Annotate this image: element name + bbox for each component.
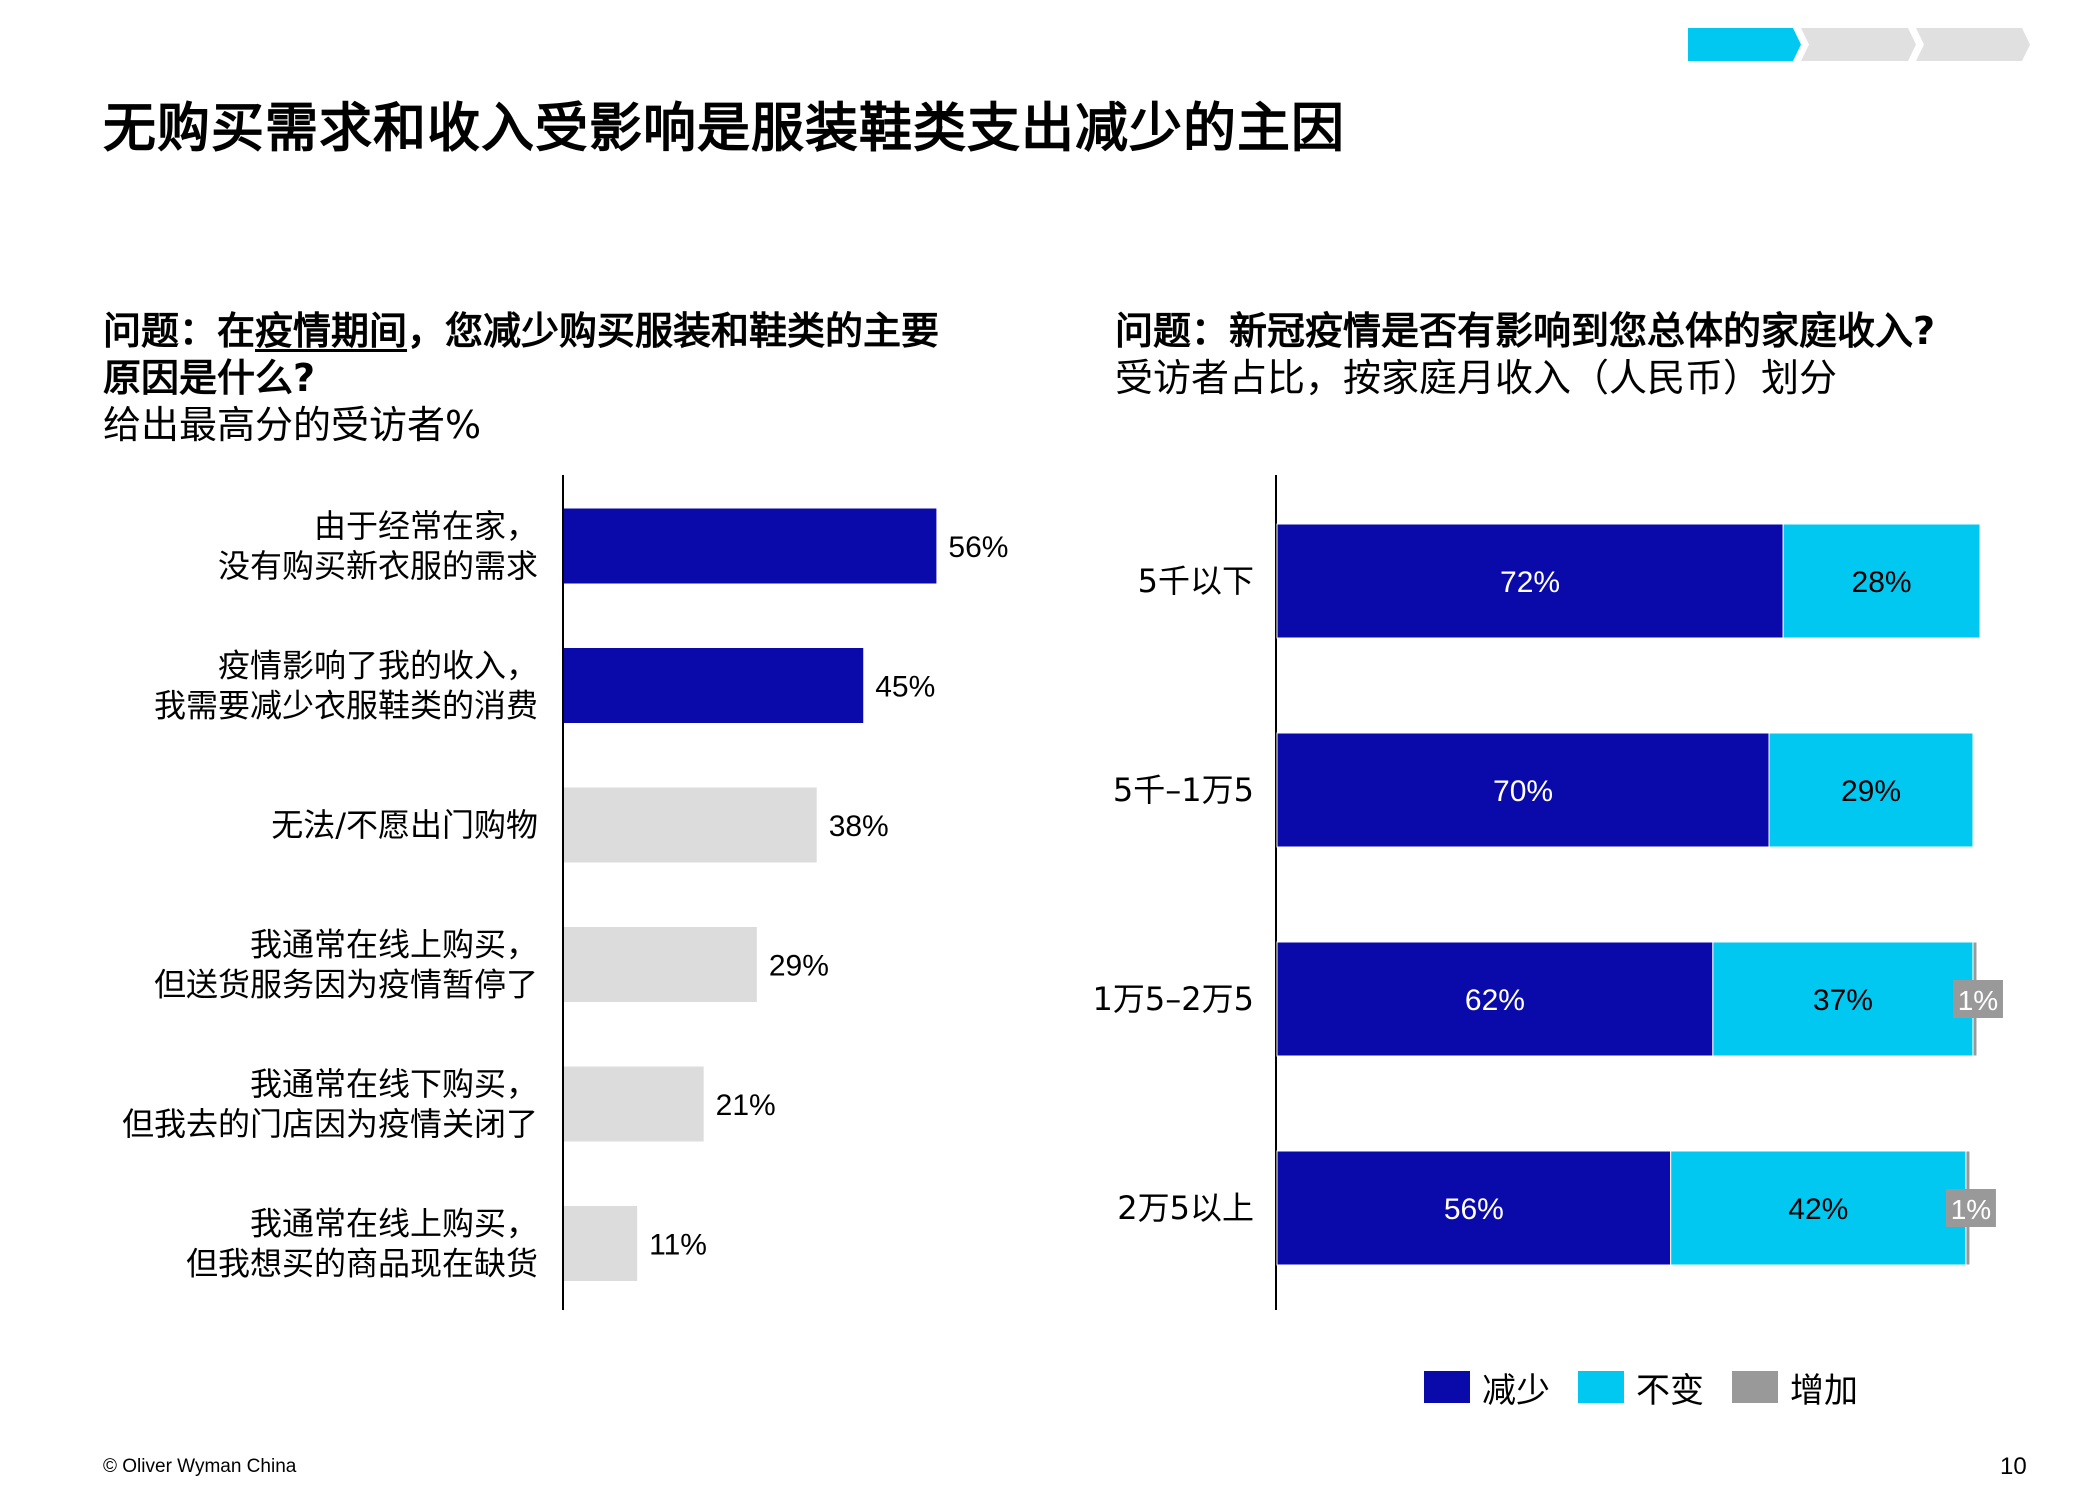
right-small-label-box-3 (1945, 1189, 1996, 1227)
page-title: 无购买需求和收入受影响是服装鞋类支出减少的主因 (103, 98, 1345, 159)
left-bar-value-4: 21% (716, 1089, 776, 1122)
left-category-label-1-1: 我需要减少衣服鞋类的消费 (154, 687, 538, 725)
left-bar-value-2: 38% (829, 810, 889, 843)
left-bar-2 (564, 787, 817, 863)
left-bar-1 (564, 648, 864, 723)
legend-label-decrease: 减少 (1482, 1370, 1550, 1411)
legend-item-increase: 增加 (1732, 1363, 1858, 1412)
left-bar-value-3: 29% (769, 950, 829, 983)
right-bar-value-1-1: 29% (1841, 775, 1901, 808)
right-category-label-3: 2万5以上 (1117, 1189, 1254, 1227)
right-bar-2-series-0 (1276, 941, 1714, 1057)
legend-swatch-increase (1732, 1371, 1778, 1403)
left-bar-chart: 56% 由于经常在家，没有购买新衣服的需求 45% 疫情影响了我的收入，我需要减少衣服… (122, 475, 1008, 1310)
right-bar-value-0-1: 28% (1852, 566, 1912, 599)
left-category-label-3-1: 但送货服务因为疫情暂停了 (154, 966, 538, 1004)
left-category-label-5-1: 但我想买的商品现在缺货 (186, 1245, 538, 1283)
right-bar-value-3-0: 56% (1444, 1193, 1504, 1226)
left-question: 问题：在疫情期间，您减少购买服装和鞋类的主要 原因是什么? 给出最高分的受访者% (103, 308, 939, 449)
left-category-label-0-0: 由于经常在家， (314, 507, 538, 545)
left-category-label-3-0: 我通常在线上购买， (250, 926, 538, 964)
right-question-subtitle: 受访者占比，按家庭月收入（人民币）划分 (1115, 356, 1838, 400)
left-question-line1: 问题：在疫情期间，您减少购买服装和鞋类的主要 (103, 309, 940, 353)
legend-item-unchanged: 不变 (1578, 1363, 1704, 1412)
right-bar-3-series-0 (1276, 1150, 1672, 1266)
legend-item-decrease: 减少 (1424, 1363, 1550, 1412)
right-bar-value-2-2: 1% (1958, 985, 1998, 1016)
left-bar-5 (564, 1206, 638, 1281)
right-bar-0-series-1 (1782, 523, 1981, 639)
right-bar-1-series-1 (1768, 732, 1974, 848)
left-category-label-4-0: 我通常在线下购买， (250, 1065, 538, 1103)
right-category-label-1: 5千–1万5 (1113, 771, 1254, 809)
right-question-line1: 问题：新冠疫情是否有影响到您总体的家庭收入? (1115, 309, 1936, 353)
right-question: 问题：新冠疫情是否有影响到您总体的家庭收入? 受访者占比，按家庭月收入（人民币）… (1115, 308, 1935, 402)
legend-label-increase: 增加 (1790, 1370, 1858, 1411)
right-bar-value-0-0: 72% (1500, 566, 1560, 599)
left-bar-value-0: 56% (948, 531, 1008, 564)
footer-copyright: © Oliver Wyman China (103, 1456, 297, 1477)
left-bar-value-1: 45% (875, 671, 935, 704)
right-bar-value-2-0: 62% (1465, 984, 1525, 1017)
legend-label-unchanged: 不变 (1636, 1370, 1704, 1411)
left-category-label-0-1: 没有购买新衣服的需求 (218, 547, 538, 585)
right-bar-value-2-1: 37% (1813, 984, 1873, 1017)
right-stacked-bar-chart: 5千以下 72% 28% 5千–1万5 70% 29% 1万5–2万5 62% 37% 1% 2万5… (1093, 475, 2003, 1310)
right-bar-0-series-0 (1276, 523, 1784, 639)
right-category-label-0: 5千以下 (1138, 562, 1254, 600)
left-question-line2: 原因是什么? (103, 356, 316, 400)
left-category-label-5-0: 我通常在线上购买， (250, 1205, 538, 1243)
page-number: 10 (2000, 1453, 2027, 1480)
left-category-label-1-0: 疫情影响了我的收入， (218, 647, 538, 685)
left-question-subtitle: 给出最高分的受访者% (103, 403, 482, 447)
right-small-label-box-2 (1952, 980, 2003, 1018)
right-bar-value-3-1: 42% (1788, 1193, 1848, 1226)
right-bar-2-series-1 (1712, 941, 1974, 1057)
legend-swatch-unchanged (1578, 1371, 1624, 1403)
left-bar-4 (564, 1066, 704, 1142)
left-bar-value-5: 11% (649, 1229, 707, 1262)
left-category-label-2-0: 无法/不愿出门购物 (271, 806, 538, 844)
progress-chevrons (1688, 28, 2030, 61)
legend: 减少 不变 增加 (1424, 1367, 1886, 1411)
legend-swatch-decrease (1424, 1371, 1470, 1403)
right-bar-value-3-2: 1% (1951, 1194, 1991, 1225)
left-bar-3 (564, 927, 757, 1002)
chevron-step-3 (1916, 28, 2030, 61)
underlined-phrase: 疫情期间 (255, 309, 408, 353)
chevron-step-2 (1801, 28, 1916, 61)
right-bar-1-series-0 (1276, 732, 1770, 848)
left-category-label-4-1: 但我去的门店因为疫情关闭了 (122, 1105, 538, 1143)
right-category-label-2: 1万5–2万5 (1093, 980, 1254, 1018)
right-bar-value-1-0: 70% (1493, 775, 1553, 808)
left-bar-0 (564, 508, 937, 584)
chevron-step-1 (1688, 28, 1801, 61)
